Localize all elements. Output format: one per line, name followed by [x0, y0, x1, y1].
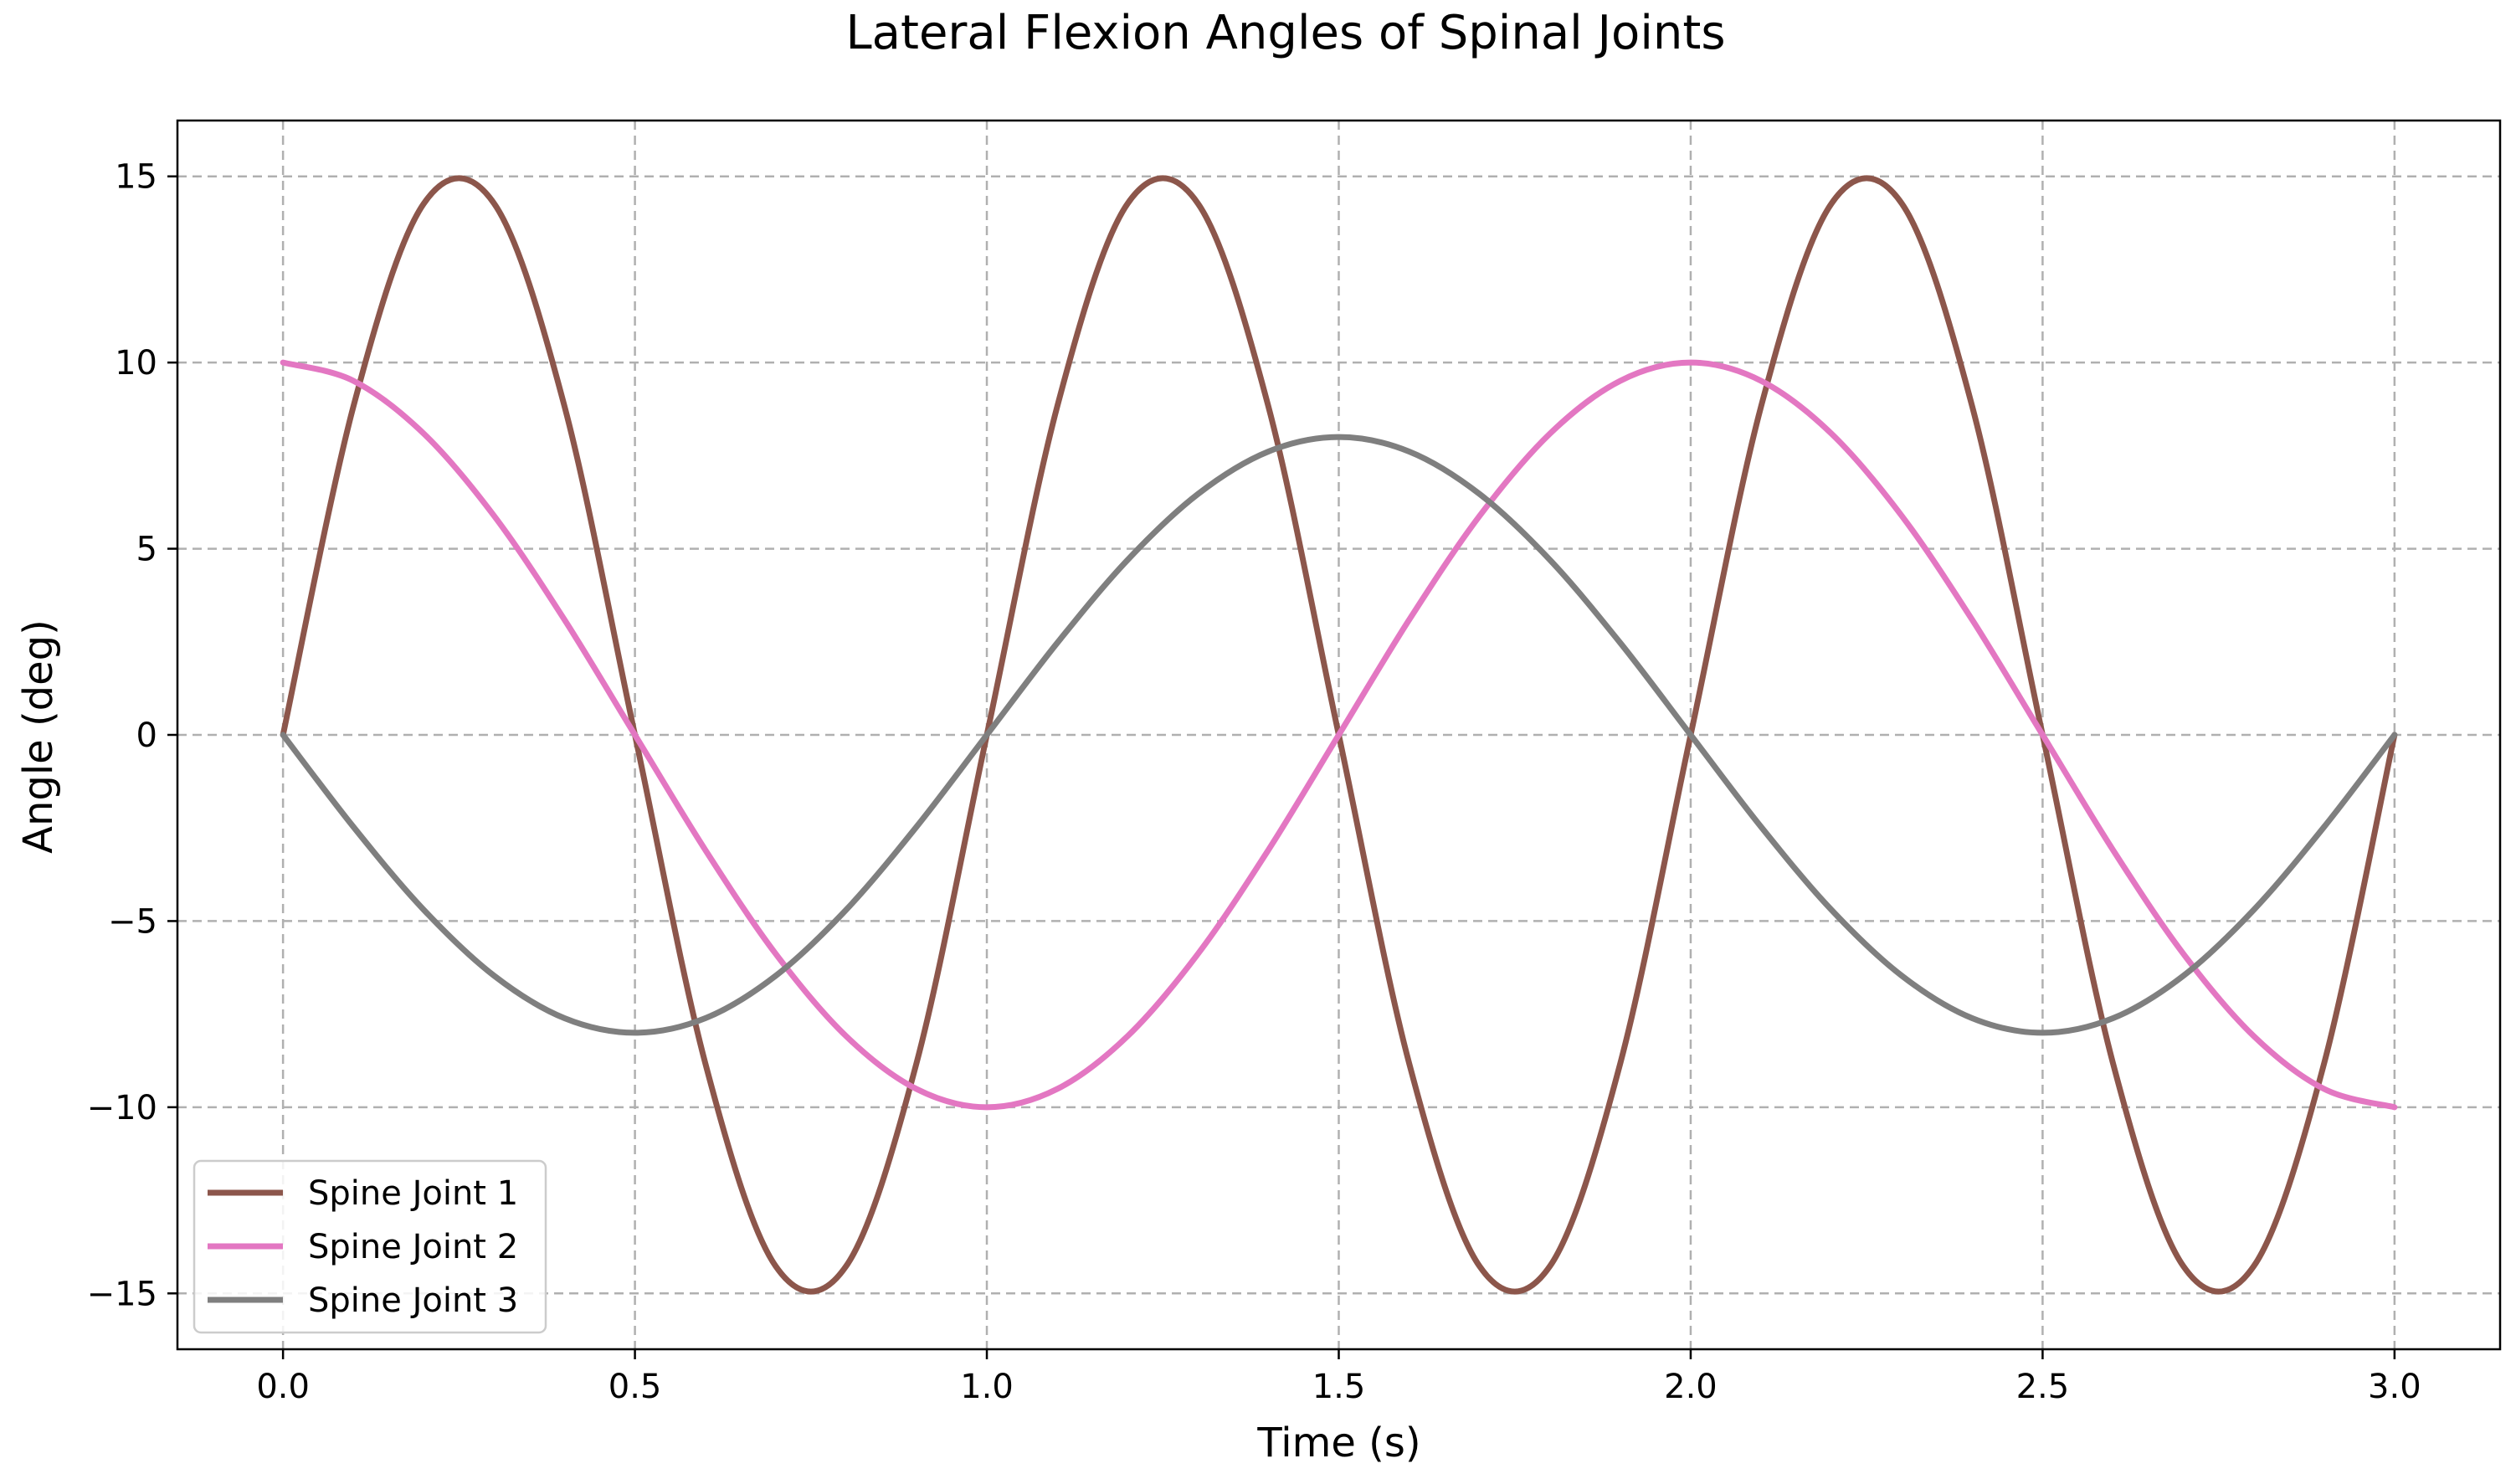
y-axis-label: Angle (deg) — [15, 619, 62, 854]
y-tick-label: 5 — [136, 531, 157, 569]
y-tick-label: −15 — [87, 1275, 157, 1313]
x-tick-label: 0.5 — [608, 1368, 662, 1406]
x-tick-label: 2.0 — [1664, 1368, 1718, 1406]
y-tick-label: 15 — [115, 158, 157, 197]
grid-lines — [177, 121, 2500, 1349]
legend-label-spine-joint-1: Spine Joint 1 — [308, 1174, 518, 1213]
plot-series — [280, 175, 2398, 1295]
x-tick-label: 3.0 — [2368, 1368, 2421, 1406]
x-tick-label: 0.0 — [256, 1368, 310, 1406]
y-tick-label: 10 — [115, 344, 157, 383]
y-tick-label: −5 — [108, 902, 157, 941]
legend-label-spine-joint-3: Spine Joint 3 — [308, 1281, 518, 1320]
legend: Spine Joint 1 Spine Joint 2 Spine Joint 3 — [193, 1159, 547, 1334]
y-tick-label: −10 — [87, 1089, 157, 1127]
axis-ticks: 0.0 0.5 1.0 1.5 2.0 2.5 3.0 −15 −10 −5 0 5 10 15 — [87, 158, 2421, 1406]
series-line-spine-joint-3 — [280, 434, 2398, 1036]
x-tick-label: 1.5 — [1312, 1368, 1366, 1406]
x-tick-label: 2.5 — [2016, 1368, 2070, 1406]
legend-label-spine-joint-2: Spine Joint 2 — [308, 1228, 518, 1266]
series-line-spine-joint-2 — [280, 359, 2398, 1111]
chart-title: Lateral Flexion Angles of Spinal Joints — [845, 6, 1725, 60]
y-tick-label: 0 — [136, 716, 157, 755]
x-axis-label: Time (s) — [1256, 1420, 1420, 1466]
legend-box — [193, 1159, 547, 1334]
x-tick-label: 1.0 — [960, 1368, 1014, 1406]
